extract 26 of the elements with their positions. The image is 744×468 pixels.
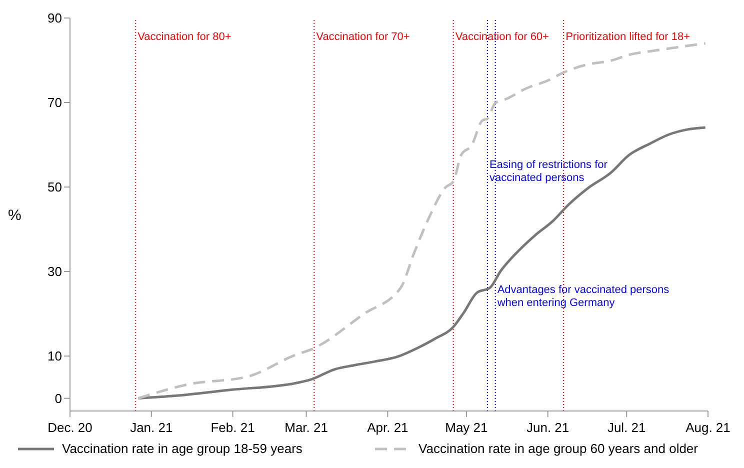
y-tick-label: 30 — [48, 264, 62, 280]
x-tick-label: Jan. 21 — [130, 420, 173, 436]
legend-label: Vaccination rate in age group 18-59 years — [61, 441, 302, 456]
y-tick-label: 0 — [54, 390, 62, 406]
y-axis-title: % — [8, 206, 22, 224]
y-tick-label: 70 — [48, 95, 62, 110]
x-tick-label: Aug. 21 — [686, 420, 730, 436]
ref-line-label: Advantages for vaccinated persons when entering Germany — [496, 284, 670, 309]
x-tick-label: Jun. 21 — [526, 420, 570, 436]
ref-line-label: Vaccination for 60+ — [455, 31, 549, 43]
y-tick-label: 90 — [48, 10, 62, 26]
ref-line-label: Vaccination for 70+ — [316, 31, 410, 43]
x-tick-label: Dec. 20 — [48, 420, 92, 436]
line-series — [137, 42, 707, 400]
ref-line-label: Prioritization lifted for 18+ — [566, 31, 690, 43]
x-tick-label: Apr. 21 — [367, 420, 408, 436]
x-tick-label: Jul. 21 — [607, 420, 646, 436]
x-tick-label: May 21 — [445, 420, 488, 436]
x-tick-label: Feb. 21 — [210, 420, 255, 436]
y-tick-label: 50 — [48, 180, 62, 195]
line-series — [137, 126, 707, 400]
legend-label: Vaccination rate in age group 60 years and older — [418, 441, 698, 456]
ref-line-label: Vaccination for 80+ — [138, 31, 232, 43]
x-tick-label: Mar. 21 — [284, 420, 328, 436]
ref-line-label: Easing of restrictions for vaccinated persons — [489, 159, 608, 184]
y-tick-label: 10 — [48, 348, 62, 364]
